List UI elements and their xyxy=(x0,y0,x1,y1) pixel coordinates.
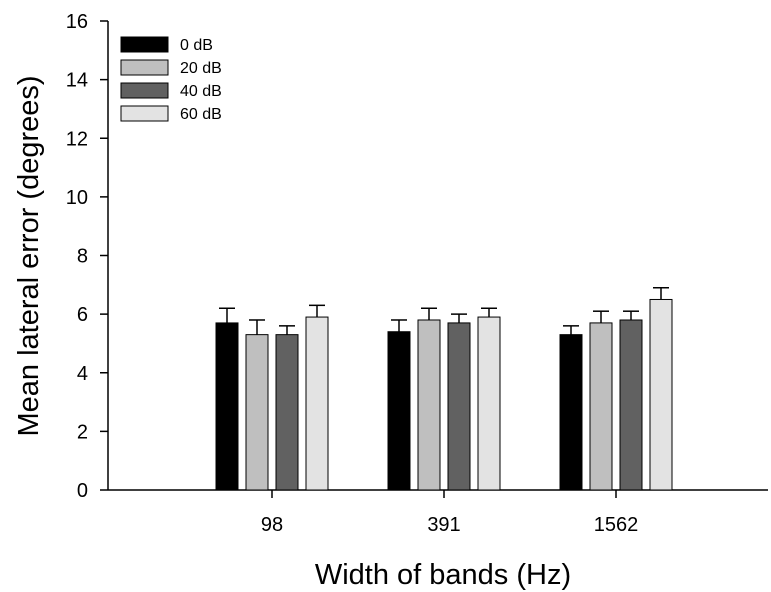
bar xyxy=(649,298,673,491)
x-axis: 98 391 1562 xyxy=(108,489,768,536)
y-tick-label: 4 xyxy=(77,363,88,385)
bar xyxy=(275,334,299,491)
bar xyxy=(619,319,643,491)
y-tick-label: 14 xyxy=(66,70,88,92)
bar xyxy=(417,319,441,491)
bar xyxy=(305,316,329,491)
y-tick-label: 6 xyxy=(77,304,88,326)
legend-label: 0 dB xyxy=(180,37,213,54)
legend-swatch xyxy=(120,36,169,53)
y-tick-label: 10 xyxy=(66,187,88,209)
legend: 0 dB 20 dB 40 dB 60 dB xyxy=(120,36,222,123)
x-tick-label: 391 xyxy=(427,514,460,536)
y-tick-label: 2 xyxy=(77,421,88,443)
y-tick-label: 0 xyxy=(77,480,88,502)
bar xyxy=(245,334,269,491)
y-tick-label: 16 xyxy=(66,11,88,33)
legend-swatch xyxy=(120,59,169,76)
bar xyxy=(589,322,613,491)
y-axis-title: Mean lateral error (degrees) xyxy=(13,75,45,436)
bar xyxy=(559,334,583,491)
y-tick-label: 12 xyxy=(66,128,88,150)
bar xyxy=(215,322,239,491)
y-axis: 0 2 4 6 8 10 12 14 16 xyxy=(66,11,109,502)
x-tick-label: 98 xyxy=(261,514,283,536)
x-tick-label: 1562 xyxy=(594,514,639,536)
legend-label: 60 dB xyxy=(180,106,222,123)
legend-swatch xyxy=(120,105,169,122)
legend-label: 40 dB xyxy=(180,83,222,100)
x-axis-title: Width of bands (Hz) xyxy=(315,559,571,591)
legend-label: 20 dB xyxy=(180,60,222,77)
bar xyxy=(477,316,501,491)
bar xyxy=(387,331,411,491)
bars xyxy=(215,298,673,491)
y-tick-label: 8 xyxy=(77,246,88,268)
legend-swatch xyxy=(120,82,169,99)
error-bars xyxy=(219,286,669,335)
bar xyxy=(447,322,471,491)
